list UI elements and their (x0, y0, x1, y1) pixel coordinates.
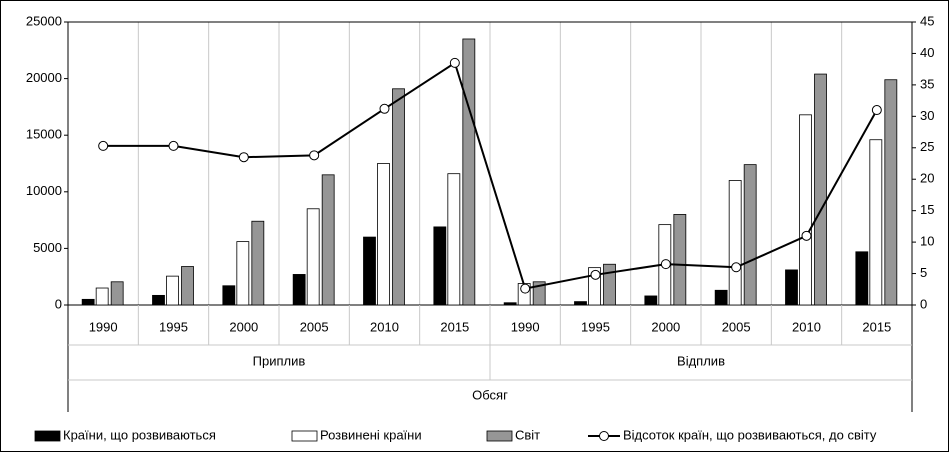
y-tick-label: 10000 (26, 183, 62, 198)
bar (321, 174, 335, 306)
group-label: Приплив (253, 353, 306, 368)
x-tick-label: 1995 (581, 319, 610, 334)
bar (799, 114, 812, 306)
line-marker (98, 140, 109, 151)
bar (503, 302, 517, 306)
bar (152, 294, 165, 306)
legend-label: Розвинені країни (320, 427, 422, 442)
bar (532, 281, 546, 306)
legend-swatch (291, 430, 318, 442)
legend-marker (599, 431, 609, 441)
line-marker (309, 150, 320, 161)
line-marker (449, 57, 460, 68)
bar (81, 298, 95, 306)
y-tick-label: 25000 (26, 13, 62, 28)
group-label: Відплив (677, 353, 725, 368)
y2-tick-label: 40 (920, 45, 934, 60)
x-tick-label: 2005 (300, 319, 329, 334)
bar (743, 164, 757, 306)
bar (462, 38, 476, 306)
bar (728, 180, 742, 306)
bar (447, 173, 461, 306)
bar (363, 236, 376, 306)
y-tick-label: 20000 (26, 70, 62, 85)
y2-tick-label: 0 (920, 296, 927, 311)
bar (110, 281, 124, 306)
x-tick-label: 2015 (862, 319, 891, 334)
y2-tick-label: 15 (920, 202, 934, 217)
bar (433, 226, 447, 306)
x-tick-label: 1990 (89, 319, 118, 334)
bar (306, 208, 320, 306)
y2-tick-label: 10 (920, 234, 934, 249)
x-tick-label: 2000 (229, 319, 258, 334)
bar (166, 275, 179, 306)
legend-swatch (486, 430, 513, 442)
y-tick-label: 5000 (33, 240, 62, 255)
y2-tick-label: 45 (920, 13, 934, 28)
y-tick-label: 15000 (26, 127, 62, 142)
y2-tick-label: 25 (920, 139, 934, 154)
x-axis-label: Обсяг (472, 387, 508, 402)
bar (673, 214, 687, 306)
legend-label: Країни, що розвиваються (63, 427, 216, 442)
y-tick-label: 0 (55, 296, 62, 311)
bar (95, 287, 109, 306)
bar (714, 289, 728, 306)
x-tick-label: 2015 (440, 319, 469, 334)
legend-swatch (34, 430, 61, 442)
x-tick-label: 2010 (370, 319, 399, 334)
bar (869, 139, 883, 306)
bar (884, 79, 898, 306)
line-marker (590, 269, 601, 280)
line-marker (801, 230, 812, 241)
line-marker (660, 259, 671, 270)
bar (251, 220, 265, 306)
bar (574, 301, 587, 306)
y2-tick-label: 35 (920, 76, 934, 91)
y2-tick-label: 30 (920, 108, 934, 123)
legend-label: Відсоток країн, що розвиваються, до світ… (623, 427, 877, 442)
bar (603, 263, 616, 306)
bar (181, 266, 194, 306)
bar (236, 241, 250, 306)
x-tick-label: 2000 (651, 319, 680, 334)
bar (644, 295, 658, 306)
line-marker (168, 140, 179, 151)
line (103, 61, 878, 290)
line-marker (238, 152, 249, 163)
x-tick-label: 2010 (792, 319, 821, 334)
bar (814, 73, 827, 306)
bar (785, 269, 798, 306)
x-tick-label: 1990 (511, 319, 540, 334)
y2-tick-label: 20 (920, 171, 934, 186)
legend-label: Світ (515, 427, 540, 442)
bar (377, 163, 390, 306)
bar (222, 285, 236, 306)
line-marker (731, 262, 742, 273)
bar (855, 251, 869, 306)
x-tick-label: 1995 (159, 319, 188, 334)
x-tick-label: 2005 (722, 319, 751, 334)
line-marker (520, 283, 531, 294)
bar (392, 88, 405, 306)
bar (292, 274, 306, 306)
y2-tick-label: 5 (920, 265, 927, 280)
line-marker (871, 105, 882, 116)
line-marker (379, 103, 390, 114)
